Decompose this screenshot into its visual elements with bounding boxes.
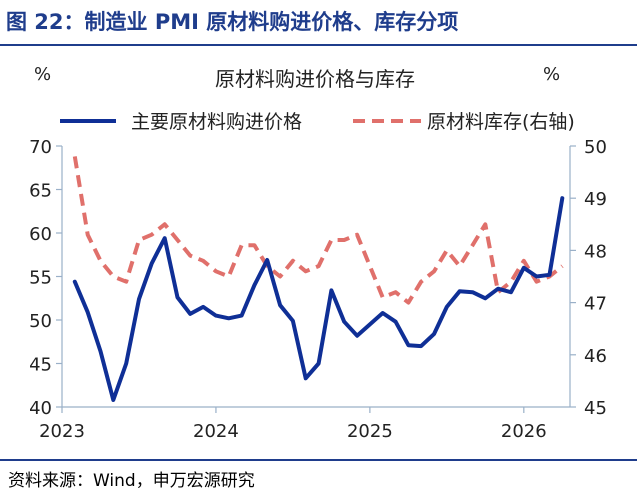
right-axis-tick-label: 50 [584, 137, 607, 158]
series-inventory-line [72, 156, 564, 305]
left-unit-label: % [34, 64, 51, 85]
right-axis-tick-label: 48 [584, 241, 607, 262]
legend-price-label: 主要原材料购进价格 [131, 111, 302, 133]
title-rule [0, 44, 637, 46]
x-axis-tick-label: 2026 [501, 421, 547, 442]
right-unit-label: % [543, 64, 560, 85]
left-axis-tick-label: 55 [29, 268, 52, 289]
left-axis-tick-label: 70 [29, 137, 52, 158]
figure-title: 图 22：制造业 PMI 原材料购进价格、库存分项 [6, 10, 459, 34]
right-axis-tick-label: 45 [584, 398, 607, 419]
right-axis-tick-label: 46 [584, 346, 607, 367]
x-axis-tick-label: 2025 [347, 421, 393, 442]
left-axis-tick-label: 50 [29, 311, 52, 332]
x-axis-tick-label: 2024 [193, 421, 239, 442]
legend-inventory-label: 原材料库存(右轴) [427, 111, 575, 133]
x-axis-tick-label: 2023 [39, 421, 85, 442]
chart-title: 原材料购进价格与库存 [215, 67, 415, 91]
left-axis-tick-label: 60 [29, 224, 52, 245]
source-rule [0, 459, 637, 461]
left-axis-tick-label: 65 [29, 181, 52, 202]
left-axis-tick-label: 40 [29, 398, 52, 419]
left-axis-tick-label: 45 [29, 355, 52, 376]
right-axis-tick-label: 47 [584, 294, 607, 315]
right-axis-tick-label: 49 [584, 189, 607, 210]
source-note: 资料来源：Wind，申万宏源研究 [8, 471, 255, 491]
series-price-line [72, 196, 565, 402]
